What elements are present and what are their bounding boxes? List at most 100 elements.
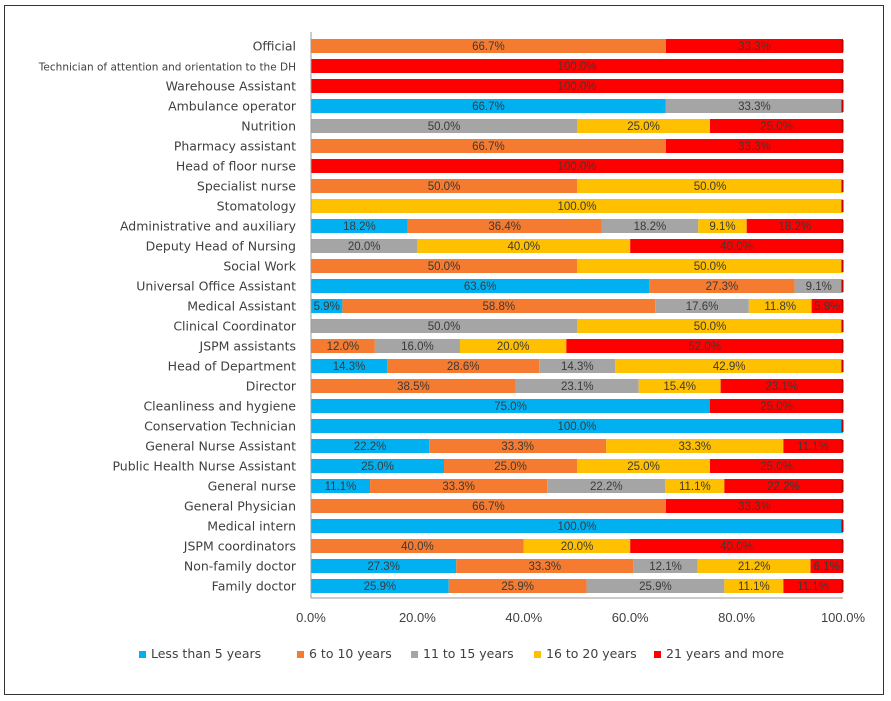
data-label: 33.3%	[679, 441, 712, 453]
data-label: 25.9%	[364, 581, 397, 593]
category-label: Head of Department	[168, 359, 296, 374]
bar-end-cap	[841, 60, 844, 72]
data-label: 100.0%	[557, 421, 596, 433]
data-label: 33.3%	[738, 41, 771, 53]
bar-segment	[311, 79, 843, 93]
data-label: 11.1%	[797, 441, 829, 453]
bar-end-cap	[841, 320, 844, 332]
legend-swatch	[534, 651, 541, 658]
bar-segment	[311, 119, 577, 133]
data-label: 100.0%	[557, 81, 596, 93]
bar-segment	[577, 459, 710, 473]
data-label: 50.0%	[694, 321, 727, 333]
data-label: 50.0%	[694, 181, 727, 193]
category-label: Ambulance operator	[168, 99, 297, 114]
bar-segment	[665, 139, 843, 153]
bar-segment	[448, 579, 587, 593]
bar-end-cap	[841, 360, 844, 372]
bar-segment	[746, 219, 843, 233]
data-label: 40.0%	[720, 241, 753, 253]
data-label: 12.0%	[327, 341, 360, 353]
bar-segment	[720, 379, 843, 393]
data-label: 14.3%	[333, 361, 366, 373]
data-label: 100.0%	[557, 161, 596, 173]
data-label: 40.0%	[401, 541, 434, 553]
bar-segment	[748, 299, 812, 313]
legend-swatch	[139, 651, 146, 658]
data-label: 17.6%	[686, 301, 719, 313]
bar-segment	[311, 379, 516, 393]
data-label: 25.9%	[639, 581, 672, 593]
bar-end-cap	[841, 480, 844, 492]
category-label: Nutrition	[241, 119, 296, 134]
data-label: 18.2%	[634, 221, 667, 233]
data-label: 15.4%	[663, 381, 696, 393]
bar-segment	[698, 219, 747, 233]
bar-segment	[601, 219, 699, 233]
category-label: Universal Office Assistant	[136, 279, 296, 294]
bar-end-cap	[841, 80, 844, 92]
data-label: 25.0%	[361, 461, 394, 473]
bar-segment	[311, 39, 666, 53]
category-label: Public Health Nurse Assistant	[112, 459, 296, 474]
data-label: 100.0%	[557, 61, 596, 73]
bar-end-cap	[841, 220, 844, 232]
bar-end-cap	[841, 400, 844, 412]
data-label: 16.0%	[401, 341, 434, 353]
data-label: 40.0%	[720, 541, 753, 553]
data-label: 66.7%	[472, 41, 505, 53]
data-label: 25.9%	[501, 581, 534, 593]
x-tick-label: 0.0%	[296, 610, 326, 625]
bar-segment	[370, 479, 548, 493]
legend: Less than 5 years 6 to 10 years 11 to 15 y…	[139, 646, 784, 661]
x-axis: 0.0% 20.0% 40.0% 60.0% 80.0% 100.0%	[296, 32, 865, 625]
data-label: 11.8%	[764, 301, 796, 313]
bar-segment	[783, 579, 843, 593]
data-label: 66.7%	[472, 141, 505, 153]
bar-segment	[311, 59, 843, 73]
bar-segment	[311, 439, 430, 453]
x-tick-label: 60.0%	[612, 610, 649, 625]
data-label: 21.2%	[738, 561, 771, 573]
bar-segment	[311, 259, 577, 273]
bar-segment	[387, 359, 540, 373]
data-label: 20.0%	[348, 241, 381, 253]
data-label: 38.5%	[397, 381, 430, 393]
bar-segment	[630, 539, 843, 553]
bar-end-cap	[841, 180, 844, 192]
data-label: 9.1%	[806, 281, 832, 293]
bar-end-cap	[841, 140, 844, 152]
bar-segment	[311, 359, 388, 373]
legend-label: Less than 5 years	[151, 646, 261, 661]
legend-swatch	[411, 651, 418, 658]
bar-end-cap	[841, 500, 844, 512]
category-label: Medical Assistant	[187, 299, 296, 314]
data-label: 5.9%	[314, 301, 340, 313]
bar-end-cap	[841, 160, 844, 172]
legend-swatch	[654, 651, 661, 658]
bar-segment	[665, 499, 843, 513]
bar-end-cap	[841, 560, 844, 572]
bar-segment	[311, 419, 843, 433]
data-label: 22.2%	[590, 481, 623, 493]
bar-segment	[586, 579, 725, 593]
data-label: 50.0%	[694, 261, 727, 273]
bar-segment	[311, 519, 843, 533]
bar-segment	[710, 459, 843, 473]
bar-end-cap	[841, 540, 844, 552]
category-label: Technician of attention and orientation …	[38, 62, 296, 74]
bar-segment	[724, 479, 843, 493]
data-label: 22.2%	[354, 441, 387, 453]
category-label: Warehouse Assistant	[166, 79, 296, 94]
bar-segment	[630, 239, 843, 253]
bar-end-cap	[841, 380, 844, 392]
data-label: 33.3%	[442, 481, 475, 493]
data-label: 100.0%	[557, 201, 596, 213]
data-label: 23.1%	[561, 381, 594, 393]
bar-segment	[311, 299, 343, 313]
bar-end-cap	[841, 300, 844, 312]
data-label: 40.0%	[507, 241, 540, 253]
category-label: Pharmacy assistant	[174, 139, 296, 154]
bar-end-cap	[841, 100, 844, 112]
category-label: Head of floor nurse	[176, 159, 296, 174]
